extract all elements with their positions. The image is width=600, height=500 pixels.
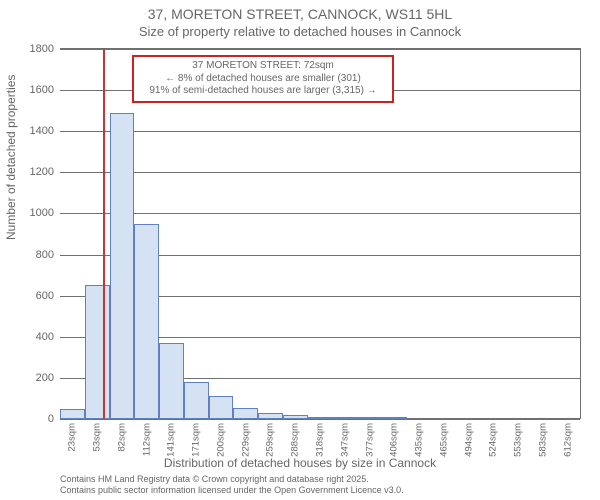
x-tick-label: 259sqm: [265, 423, 276, 457]
y-tick-label: 1600: [30, 84, 54, 96]
x-tick-label: 406sqm: [389, 423, 400, 457]
title-main: 37, MORETON STREET, CANNOCK, WS11 5HL: [0, 6, 600, 22]
annotation-line: ← 8% of detached houses are smaller (301…: [142, 73, 384, 86]
histogram-bar: [134, 224, 159, 419]
x-tick-label: 229sqm: [240, 423, 251, 457]
x-tick-label: 112sqm: [141, 423, 152, 456]
x-tick-label: 171sqm: [191, 423, 202, 457]
histogram-bar: [308, 417, 333, 419]
histogram-bar: [85, 285, 110, 419]
histogram-bar: [209, 396, 234, 419]
histogram-bar: [60, 409, 85, 419]
x-tick-label: 347sqm: [339, 423, 350, 457]
histogram-bar: [382, 417, 407, 419]
gridline: [60, 131, 580, 132]
x-tick-label: 82sqm: [116, 423, 127, 452]
x-tick-label: 524sqm: [488, 423, 499, 457]
x-tick-label: 23sqm: [67, 423, 78, 452]
y-tick-label: 1800: [30, 43, 54, 55]
chart-container: 37, MORETON STREET, CANNOCK, WS11 5HL Si…: [0, 0, 600, 500]
histogram-bar: [332, 417, 357, 419]
histogram-bar: [357, 417, 382, 419]
x-tick-label: 377sqm: [364, 423, 375, 457]
x-tick-label: 583sqm: [537, 423, 548, 457]
x-tick-label: 494sqm: [463, 423, 474, 457]
histogram-bar: [159, 343, 184, 419]
histogram-bar: [184, 382, 209, 419]
y-tick-label: 200: [36, 372, 54, 384]
x-tick-label: 612sqm: [562, 423, 573, 457]
gridline: [60, 419, 580, 420]
x-tick-label: 318sqm: [315, 423, 326, 457]
y-tick-label: 400: [36, 331, 54, 343]
y-tick-label: 1200: [30, 166, 54, 178]
gridline: [60, 213, 580, 214]
histogram-bar: [258, 413, 283, 419]
x-tick-label: 465sqm: [438, 423, 449, 457]
gridline: [60, 172, 580, 173]
y-tick-label: 600: [36, 290, 54, 302]
annotation-box: 37 MORETON STREET: 72sqm← 8% of detached…: [132, 55, 394, 103]
x-tick-label: 288sqm: [290, 423, 301, 457]
x-tick-label: 53sqm: [92, 423, 103, 452]
x-tick-label: 435sqm: [414, 423, 425, 457]
y-tick-label: 1000: [30, 207, 54, 219]
y-tick-label: 0: [48, 413, 54, 425]
x-axis-label: Distribution of detached houses by size …: [0, 456, 600, 470]
annotation-line: 37 MORETON STREET: 72sqm: [142, 60, 384, 73]
x-tick-label: 553sqm: [513, 423, 524, 457]
credits: Contains HM Land Registry data © Crown c…: [60, 474, 404, 496]
y-tick-label: 800: [36, 249, 54, 261]
title-sub: Size of property relative to detached ho…: [0, 24, 600, 39]
credits-line-2: Contains public sector information licen…: [60, 485, 404, 496]
x-tick-label: 200sqm: [215, 423, 226, 457]
x-tick-label: 141sqm: [166, 423, 177, 457]
histogram-bar: [110, 113, 135, 419]
y-tick-label: 1400: [30, 125, 54, 137]
plot-area: 02004006008001000120014001600180023sqm53…: [60, 48, 581, 419]
marker-line: [103, 49, 105, 419]
y-axis-label: Number of detached properties: [4, 75, 18, 240]
gridline: [60, 49, 580, 50]
histogram-bar: [283, 415, 308, 419]
annotation-line: 91% of semi-detached houses are larger (…: [142, 85, 384, 98]
histogram-bar: [233, 408, 258, 419]
credits-line-1: Contains HM Land Registry data © Crown c…: [60, 474, 404, 485]
